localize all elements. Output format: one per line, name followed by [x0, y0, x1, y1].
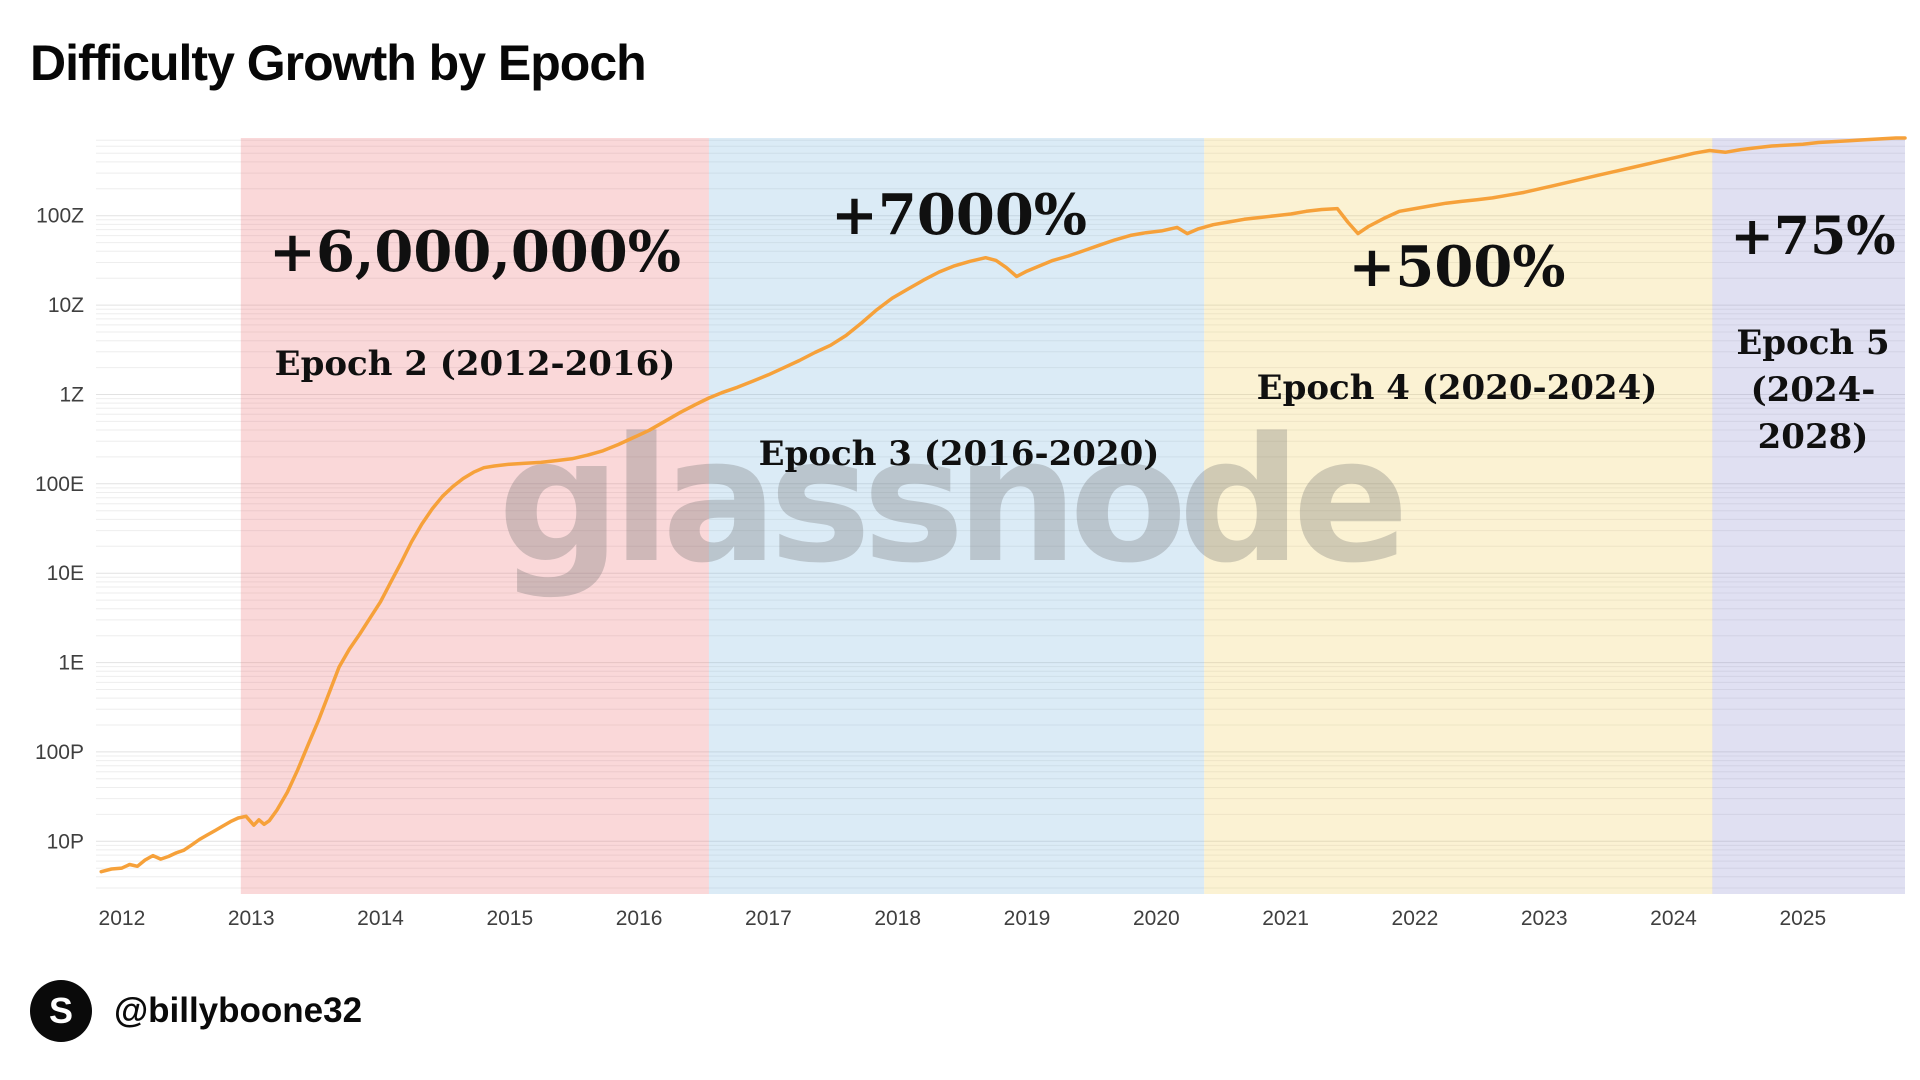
y-tick-label: 100P	[35, 741, 84, 764]
author-handle: @billyboone32	[114, 991, 363, 1030]
x-tick-label: 2013	[228, 907, 275, 930]
x-tick-label: 2016	[616, 907, 663, 930]
epoch2-label: Epoch 2 (2012-2016)	[274, 344, 676, 384]
epoch-band-4	[1204, 138, 1713, 894]
x-tick-label: 2014	[357, 907, 404, 930]
difficulty-line	[99, 136, 1907, 874]
epoch5-label: Epoch 5 (2024-2028)	[1736, 323, 1890, 457]
avatar-letter: S	[48, 990, 73, 1031]
page-title: Difficulty Growth by Epoch	[30, 35, 647, 91]
y-tick-label: 10Z	[48, 294, 84, 317]
epoch4-growth-label: +500%	[1348, 234, 1566, 300]
y-tick-label: 1E	[58, 652, 84, 675]
x-tick-label: 2023	[1521, 907, 1568, 930]
x-tick-label: 2025	[1779, 907, 1826, 930]
chart-canvas: glassnode 100Z 10Z 1Z 100E 10E 1E 100P 10P 2012 20…	[35, 136, 1907, 930]
y-tick-label: 100E	[35, 473, 84, 496]
x-tick-label: 2012	[99, 907, 146, 930]
x-tick-label: 2024	[1650, 907, 1697, 930]
glassnode-watermark: glassnode	[498, 400, 1402, 601]
epoch2-growth-label: +6,000,000%	[269, 219, 681, 285]
y-tick-label: 10E	[47, 562, 84, 585]
epoch3-growth-label: +7000%	[831, 182, 1087, 248]
epoch5-growth-label: +75%	[1730, 206, 1896, 267]
y-tick-label: 100Z	[36, 205, 84, 228]
x-tick-label: 2017	[745, 907, 792, 930]
x-tick-label: 2015	[486, 907, 533, 930]
epoch-band-5	[1712, 138, 1905, 894]
x-tick-label: 2019	[1004, 907, 1051, 930]
epoch3-label: Epoch 3 (2016-2020)	[758, 434, 1160, 474]
x-tick-label: 2020	[1133, 907, 1180, 930]
y-tick-label: 1Z	[59, 384, 84, 407]
footer: S @billyboone32	[30, 980, 362, 1042]
y-tick-label: 10P	[47, 830, 84, 853]
epoch4-label: Epoch 4 (2020-2024)	[1256, 368, 1658, 408]
x-tick-label: 2021	[1262, 907, 1309, 930]
epoch-band-2	[240, 138, 709, 894]
author-avatar-icon: S	[30, 980, 92, 1042]
x-tick-label: 2022	[1392, 907, 1439, 930]
x-tick-label: 2018	[874, 907, 921, 930]
